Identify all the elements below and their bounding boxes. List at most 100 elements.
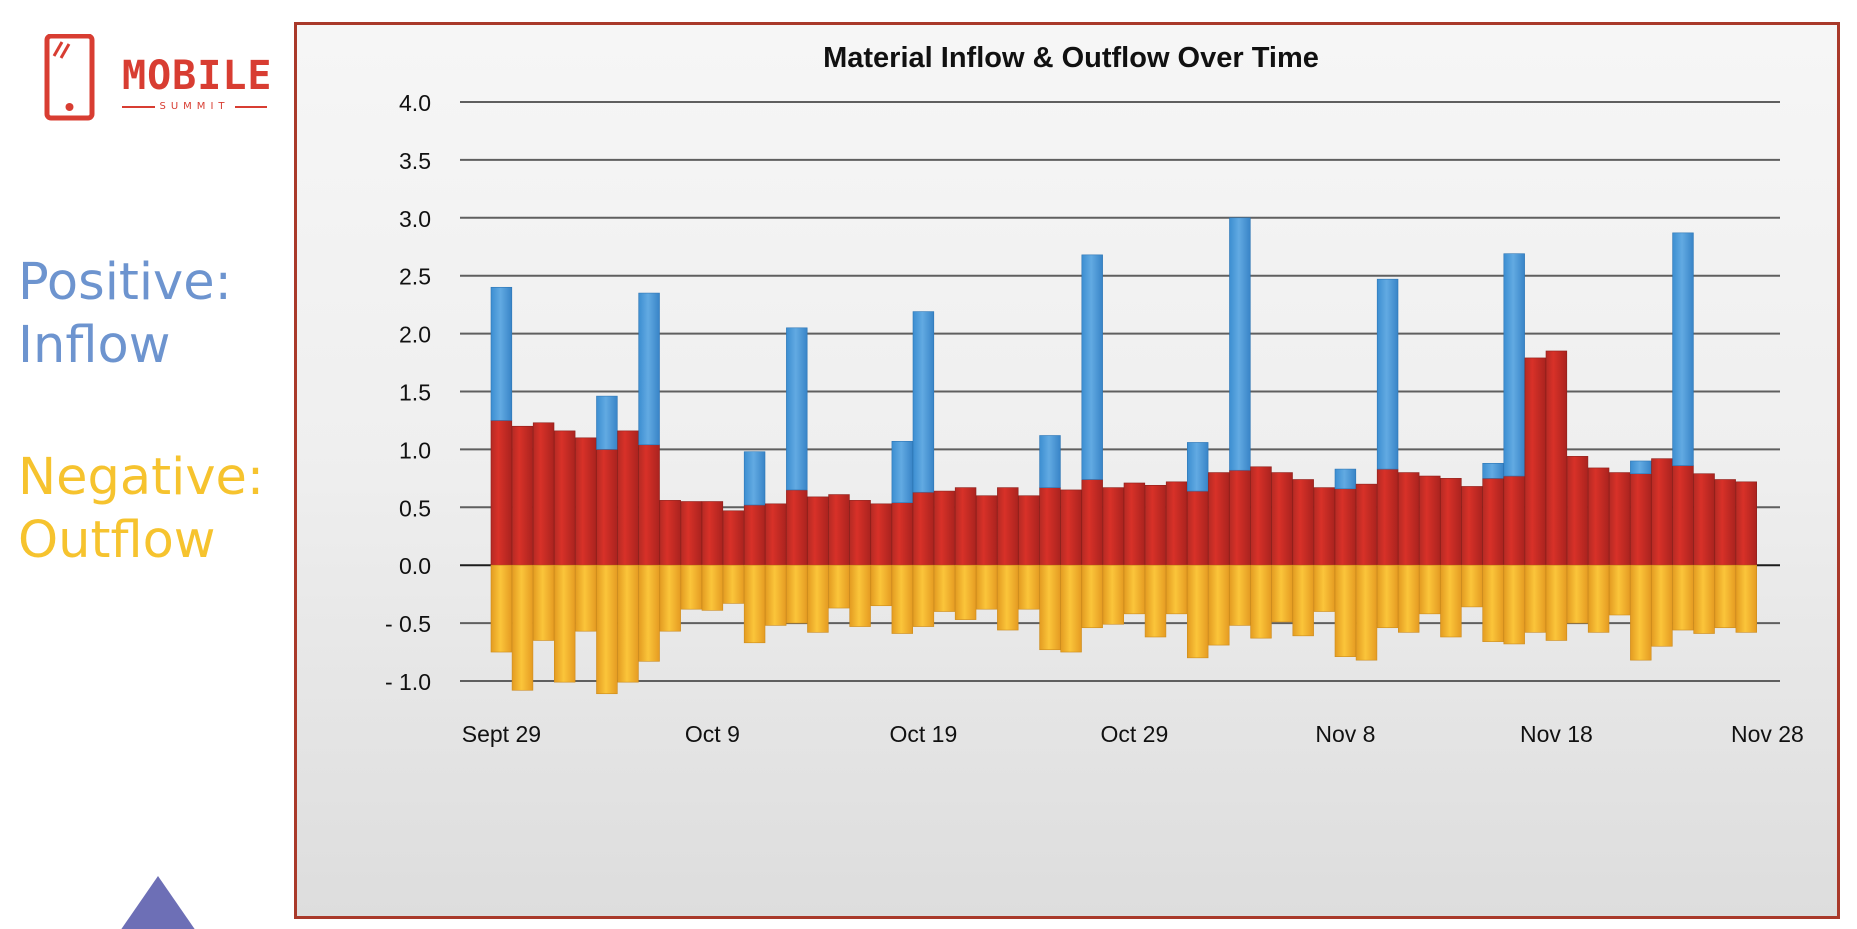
bar-outflow [1271, 564, 1293, 623]
y-tick-label: 2.0 [399, 322, 431, 348]
bar-outflow [1355, 564, 1378, 661]
bar-inflow-base [1018, 495, 1040, 566]
bar-inflow-base [1587, 467, 1610, 566]
bar-outflow [1334, 564, 1357, 657]
bar-inflow-base [1630, 473, 1652, 566]
x-tick-label: Nov 28 [1731, 721, 1804, 747]
bar-inflow-base [786, 489, 808, 566]
bar-outflow [1186, 564, 1209, 659]
chart-panel: Material Inflow & Outflow Over Time 4.0 3… [294, 22, 1840, 919]
bar-inflow-base [1482, 478, 1504, 566]
bar-inflow-base [1461, 486, 1483, 566]
y-tick-label: - 0.5 [385, 611, 431, 637]
bar-outflow [1609, 564, 1631, 616]
chart-title: Material Inflow & Outflow Over Time [823, 42, 1319, 74]
bar-inflow-base [553, 430, 576, 566]
bar-inflow-base [891, 502, 914, 566]
bar-inflow-base [1672, 465, 1694, 566]
bar-outflow [1376, 564, 1399, 629]
bar-outflow [1229, 564, 1251, 626]
bar-inflow-base [743, 504, 766, 566]
bar-inflow-peak [891, 440, 914, 503]
y-tick-label: 3.0 [399, 206, 431, 232]
bar-inflow-base [1102, 487, 1125, 566]
bar-inflow-peak [912, 311, 935, 493]
bar-inflow-base [701, 501, 724, 566]
y-tick-label: 3.5 [399, 148, 431, 174]
x-tick-label: Nov 8 [1315, 721, 1375, 747]
logo-title: MOBILE [122, 53, 273, 99]
bar-outflow [870, 564, 892, 607]
bar-outflow [511, 564, 534, 691]
bar-inflow-base [1735, 481, 1758, 566]
bar-outflow [1250, 564, 1272, 639]
bar-inflow-peak [490, 286, 513, 421]
logo-left-rule [122, 106, 155, 108]
bar-outflow [1545, 564, 1568, 641]
bar-inflow-base [1503, 475, 1525, 566]
bar-outflow [1123, 564, 1146, 615]
bar-outflow [1566, 564, 1589, 624]
bar-inflow-peak [743, 451, 766, 506]
y-tick-label: 0.5 [399, 495, 431, 521]
bar-inflow-base [870, 503, 892, 566]
bar-inflow-peak [1334, 468, 1357, 490]
bar-inflow-base [1186, 490, 1209, 566]
bar-outflow [912, 564, 935, 627]
bar-outflow [659, 564, 681, 632]
bar-inflow-base [764, 503, 787, 566]
bar-inflow-peak [1630, 460, 1652, 475]
bar-inflow-base [807, 496, 829, 566]
bar-inflow-peak [638, 292, 660, 446]
bar-inflow-base [1693, 473, 1715, 566]
bar-outflow [997, 564, 1019, 631]
bar-outflow [1398, 564, 1420, 633]
bar-outflow [933, 564, 956, 612]
bar-outflow [1461, 564, 1483, 608]
bar-inflow-base [511, 425, 534, 566]
bar-inflow-peak [1229, 217, 1251, 471]
y-tick-label: 2.5 [399, 264, 431, 290]
bar-outflow [1292, 564, 1314, 637]
bar-outflow [1313, 564, 1336, 612]
x-tick-label: Oct 29 [1101, 721, 1169, 747]
bar-inflow-base [912, 491, 935, 566]
logo-right-rule [234, 106, 268, 108]
bar-inflow-base [722, 510, 745, 566]
x-tick-label: Oct 9 [685, 721, 740, 747]
inflow-outflow-chart: Material Inflow & Outflow Over Time 4.0 3… [385, 42, 1804, 747]
bar-outflow [849, 564, 871, 627]
bar-inflow-base [1039, 487, 1061, 566]
bar-inflow-peak [1186, 442, 1209, 492]
bar-inflow-base [1292, 479, 1314, 566]
bar-outflow [975, 564, 998, 610]
bar-outflow [1630, 564, 1652, 661]
bar-inflow-base [997, 487, 1019, 566]
bar-outflow [1482, 564, 1504, 642]
y-tick-label: 1.5 [399, 380, 431, 406]
bar-inflow-base [1714, 479, 1736, 566]
bar-outflow [1081, 564, 1103, 629]
bar-outflow [1144, 564, 1167, 638]
bar-inflow-peak [1482, 462, 1504, 479]
y-tick-label: 0.0 [399, 553, 431, 579]
bar-outflow [807, 564, 829, 633]
decorative-triangle [120, 876, 196, 929]
bar-outflow [617, 564, 639, 683]
bar-inflow-peak [1039, 435, 1061, 488]
bar-outflow [553, 564, 576, 683]
bar-outflow [596, 564, 618, 695]
bar-outflow [891, 564, 914, 634]
bar-inflow-base [617, 430, 639, 566]
negative-outflow-note: Negative: Outflow [18, 448, 265, 570]
bar-inflow-base [1440, 478, 1462, 566]
bar-inflow-base [1250, 466, 1272, 566]
bar-inflow-base [659, 500, 681, 566]
phone-icon [44, 34, 95, 121]
bar-outflow [1018, 564, 1040, 610]
positive-inflow-note: Positive: Inflow [18, 253, 232, 375]
bar-inflow-base [1271, 472, 1293, 566]
bar-outflow [532, 564, 555, 641]
bar-inflow-peak [1376, 278, 1399, 470]
y-tick-label: 4.0 [399, 90, 431, 116]
